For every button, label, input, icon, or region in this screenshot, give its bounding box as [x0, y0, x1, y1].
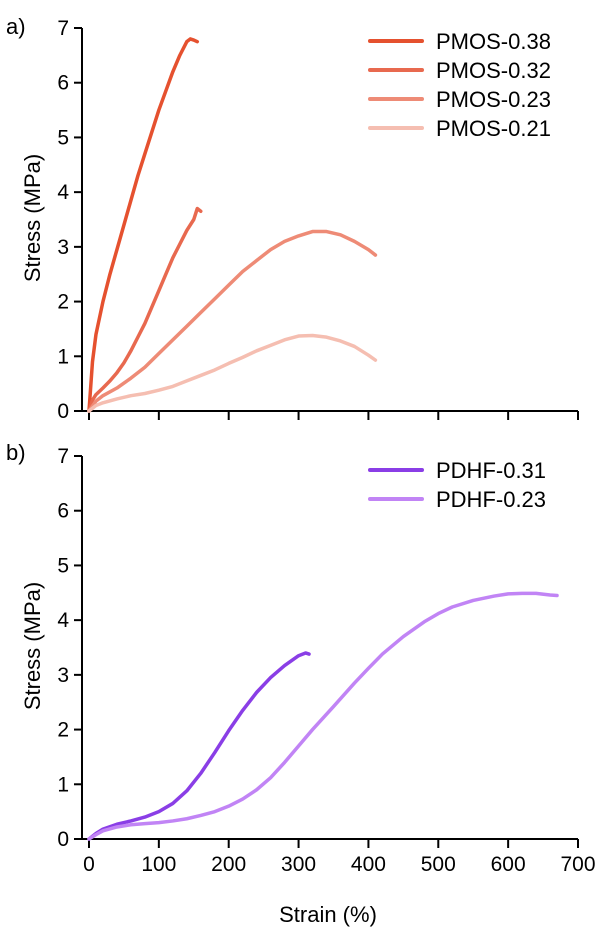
y-tick-label: 4	[57, 181, 69, 204]
series-line-pmos-0.23	[87, 229, 378, 413]
legend-label: PMOS-0.21	[436, 116, 551, 141]
y-tick-label: 7	[57, 17, 69, 40]
legend-b: PDHF-0.31 PDHF-0.23	[368, 458, 546, 512]
x-axis-title: Strain (%)	[279, 902, 377, 927]
x-tick-label: 100	[141, 853, 176, 876]
x-tick-label: 400	[351, 853, 386, 876]
y-tick-label: 3	[57, 664, 69, 687]
axes-a: 0 1 2 3 4 5 6 7	[57, 17, 579, 423]
x-tick-label: 700	[560, 853, 595, 876]
legend-label: PMOS-0.32	[436, 58, 551, 83]
y-tick-label: 0	[57, 828, 69, 851]
legend-label: PDHF-0.31	[436, 458, 546, 483]
y-tick-label: 6	[57, 500, 69, 523]
y-tick-label: 2	[57, 719, 69, 742]
y-axis-title-a: Stress (MPa)	[20, 154, 45, 282]
y-tick-label: 4	[57, 609, 69, 632]
series-line-pmos-0.21	[87, 333, 378, 413]
series-line-pdhf-0.31	[87, 651, 311, 841]
panel-b: b) Stress (MPa) 0 1 2 3 4 5 6 7 0 100 200 300 400 500…	[6, 440, 596, 927]
y-tick-label: 6	[57, 72, 69, 95]
series-lines-a	[87, 37, 378, 413]
y-tick-label: 2	[57, 291, 69, 314]
x-tick-label: 600	[491, 853, 526, 876]
x-tick-label: 300	[281, 853, 316, 876]
legend-label: PDHF-0.23	[436, 487, 546, 512]
panel-label-a: a)	[6, 14, 26, 39]
y-tick-label: 5	[57, 554, 69, 577]
y-tick-label: 1	[57, 773, 69, 796]
axes-b: 0 1 2 3 4 5 6 7 0 100 200 300 400 500 600 700	[57, 445, 595, 876]
x-tick-label: 0	[83, 853, 95, 876]
legend-label: PMOS-0.38	[436, 29, 551, 54]
y-tick-label: 7	[57, 445, 69, 468]
series-lines-b	[87, 591, 559, 841]
y-axis-title-b: Stress (MPa)	[20, 582, 45, 710]
legend-a: PMOS-0.38 PMOS-0.32 PMOS-0.23 PMOS-0.21	[368, 29, 551, 141]
y-tick-label: 3	[57, 236, 69, 259]
legend-label: PMOS-0.23	[436, 87, 551, 112]
series-line-pdhf-0.23	[87, 591, 559, 841]
series-line-pmos-0.38	[87, 37, 200, 413]
x-tick-label: 500	[421, 853, 456, 876]
x-tick-label: 200	[211, 853, 246, 876]
y-tick-label: 1	[57, 345, 69, 368]
y-tick-label: 0	[57, 400, 69, 423]
series-line-pmos-0.32	[87, 206, 203, 413]
panel-label-b: b)	[6, 440, 26, 465]
y-tick-label: 5	[57, 126, 69, 149]
